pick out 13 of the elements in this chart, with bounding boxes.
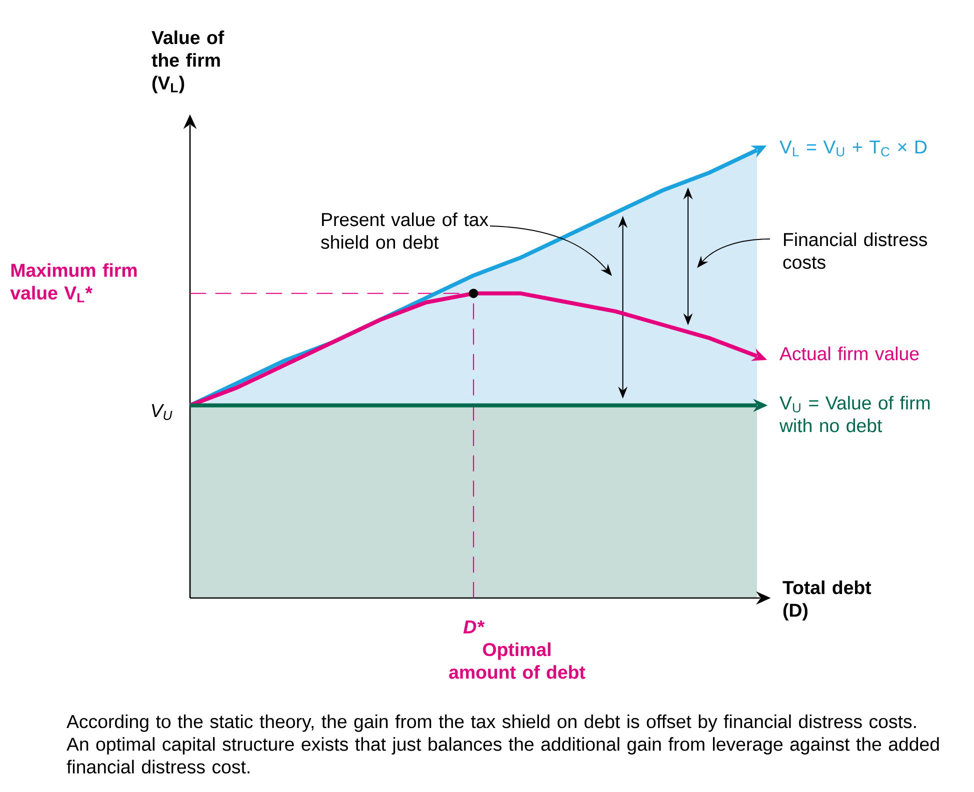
annotation: Present value of tax shield on debt bbox=[321, 212, 488, 249]
series-label: V$_{L}$ = V$_{U}$ + T$_{C}$ × D bbox=[780, 140, 927, 156]
ref-line-label: Maximum firm value V$_{L}$* bbox=[10, 263, 137, 302]
text: D* bbox=[463, 620, 485, 634]
series-label: V$_{U}$ = Value of firm with no debt bbox=[779, 396, 930, 432]
text: Optimal amount of debt bbox=[449, 642, 586, 679]
y-axis-title: Value of the firm (V$_{L}$) bbox=[152, 30, 224, 94]
point bbox=[750, 146, 767, 158]
series-label: Actual firm value bbox=[780, 346, 919, 360]
text: According to the static theory, the gain from the tax shield on debt is offset by financial distress costs. An optimal capital structure exists that just balances the additional gain from leverage against the added financial distress cost. bbox=[66, 714, 939, 774]
text: V$_{U}$ bbox=[152, 404, 172, 420]
x-axis-title: Total debt (D) bbox=[782, 580, 872, 621]
text: Financial distress costs bbox=[783, 232, 928, 269]
